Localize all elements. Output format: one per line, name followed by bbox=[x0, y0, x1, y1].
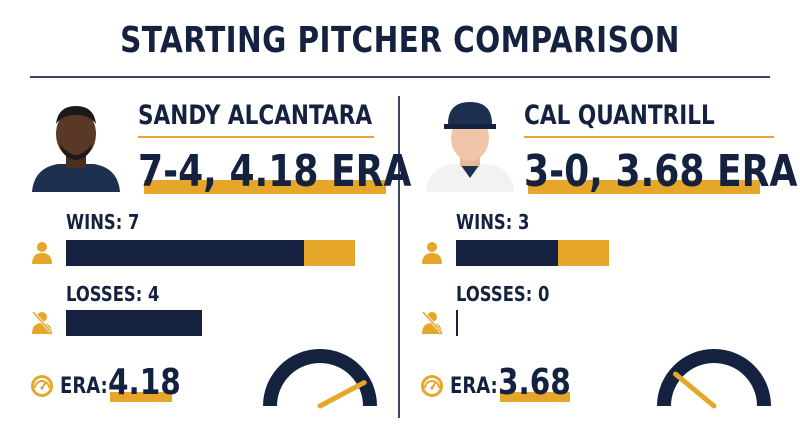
name-underline bbox=[524, 136, 774, 138]
era-gauge bbox=[657, 349, 771, 409]
wins-bar bbox=[66, 240, 372, 266]
wins-label: WINS: 7 bbox=[66, 210, 140, 234]
wins-label: WINS: 3 bbox=[456, 210, 530, 234]
pitcher-name: SANDY ALCANTARA bbox=[138, 100, 373, 131]
wins-bar bbox=[456, 240, 762, 266]
pitcher-record: 3-0, 3.68 ERA bbox=[524, 146, 798, 197]
player-headshot-icon bbox=[426, 102, 514, 192]
person-icon bbox=[422, 242, 442, 264]
losses-bar bbox=[456, 310, 762, 336]
title-divider bbox=[30, 76, 770, 78]
speedometer-icon bbox=[31, 375, 53, 397]
name-underline bbox=[138, 136, 374, 138]
era-highlight bbox=[110, 392, 172, 402]
record-highlight bbox=[528, 180, 760, 194]
losses-label: LOSSES: 0 bbox=[456, 282, 550, 306]
era-label: ERA: bbox=[450, 374, 498, 399]
losses-bar-fill bbox=[456, 310, 458, 336]
losses-bar-fill bbox=[66, 310, 202, 336]
gauge-arc bbox=[263, 349, 377, 407]
era-value: 3.68 bbox=[498, 362, 571, 403]
losses-label: LOSSES: 4 bbox=[66, 282, 160, 306]
gauge-needle bbox=[673, 371, 717, 409]
gauge-needle bbox=[317, 380, 367, 409]
pitcher-panel-left: SANDY ALCANTARA 7-4, 4.18 ERA WINS: 7 LO… bbox=[20, 92, 411, 432]
player-headshot-icon bbox=[32, 106, 120, 192]
pitcher-record: 7-4, 4.18 ERA bbox=[138, 146, 412, 197]
person-crossed-icon bbox=[31, 310, 53, 334]
pitcher-name: CAL QUANTRILL bbox=[524, 100, 715, 131]
pitcher-panel-right: CAL QUANTRILL 3-0, 3.68 ERA WINS: 3 LOSS… bbox=[410, 92, 797, 432]
person-crossed-icon bbox=[421, 310, 443, 334]
losses-bar bbox=[66, 310, 372, 336]
era-gauge bbox=[263, 349, 377, 409]
person-icon bbox=[32, 242, 52, 264]
wins-bar-fill bbox=[66, 240, 304, 266]
wins-bar-fill bbox=[456, 240, 558, 266]
record-highlight bbox=[144, 180, 386, 194]
era-value: 4.18 bbox=[108, 362, 181, 403]
era-highlight bbox=[500, 392, 570, 402]
gauge-arc bbox=[657, 349, 771, 407]
page-title: STARTING PITCHER COMPARISON bbox=[120, 20, 680, 61]
speedometer-icon bbox=[421, 375, 443, 397]
era-label: ERA: bbox=[60, 374, 108, 399]
center-divider bbox=[398, 96, 400, 418]
